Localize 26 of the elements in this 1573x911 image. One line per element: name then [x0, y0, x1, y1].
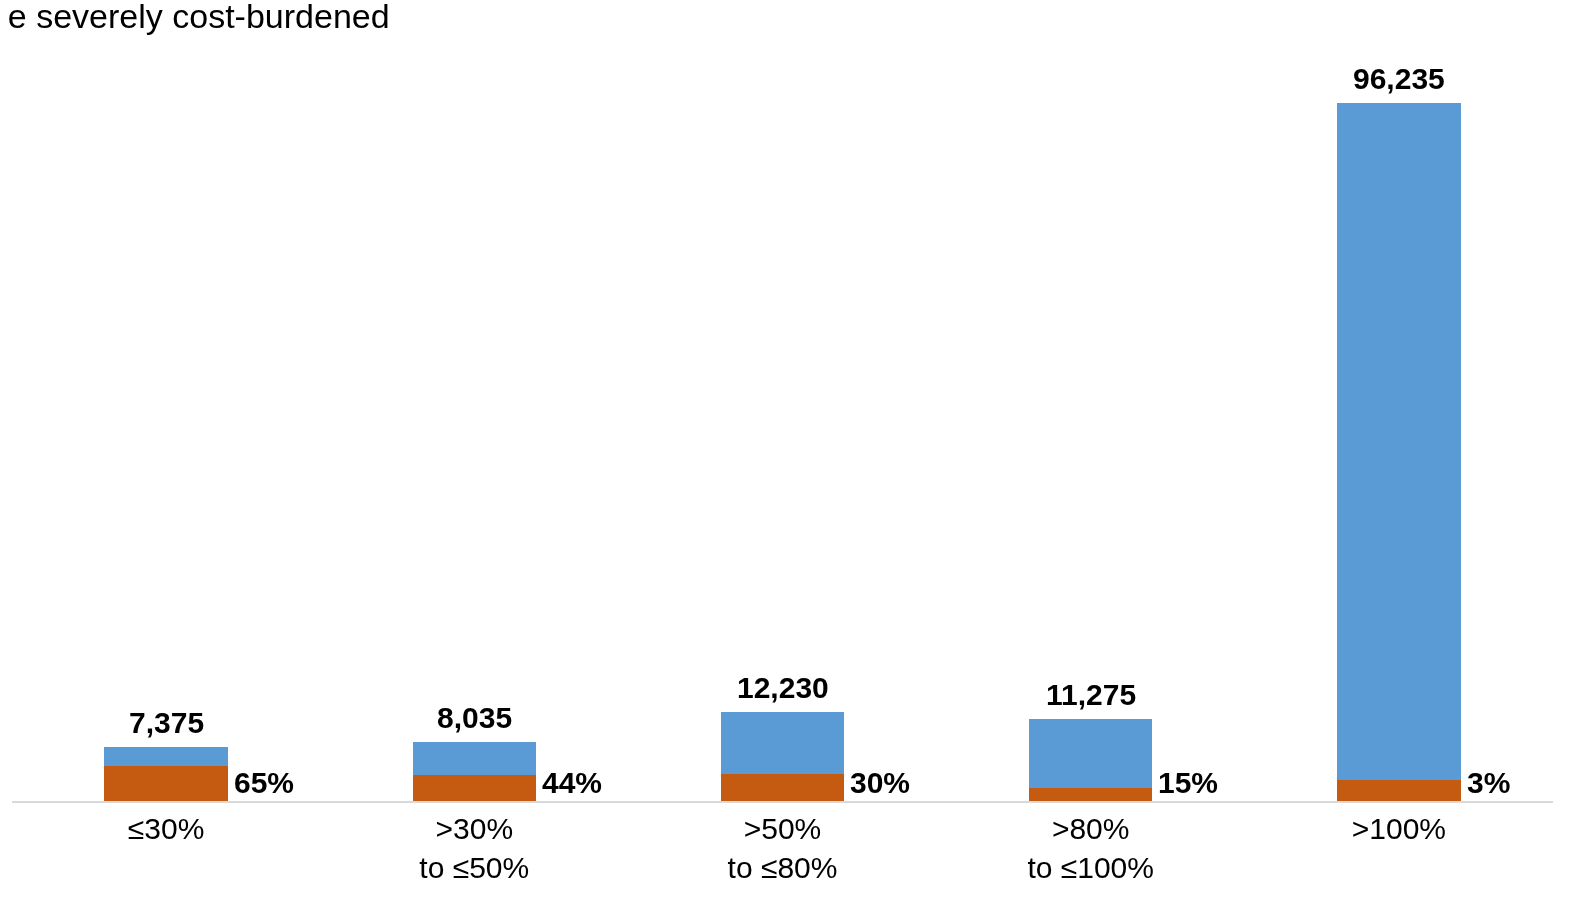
text: 96,235: [1353, 62, 1445, 95]
chart-title: e severely cost-burdened: [7, 0, 390, 36]
bar: [412, 742, 536, 776]
annotation: 8,035: [437, 701, 513, 734]
x-tick-label: >80% to ≤100%: [1027, 812, 1154, 884]
annotation: 7,375: [129, 706, 205, 739]
bar: [720, 774, 845, 801]
annotation: 15%: [1158, 766, 1219, 799]
bar: [104, 747, 228, 767]
x-tick-label: >100%: [1351, 812, 1447, 845]
bar: [1029, 718, 1153, 789]
bar: [720, 712, 845, 775]
annotation: 11,275: [1046, 678, 1137, 711]
bar: [412, 775, 536, 801]
bar: [1337, 103, 1461, 781]
annotation: 12,230: [737, 671, 829, 704]
annotation: 3%: [1467, 766, 1511, 799]
bar: [1337, 780, 1461, 801]
annotation: 65%: [234, 766, 295, 799]
x-tick-label: >50% to ≤80%: [727, 812, 838, 884]
annotation: 30%: [850, 766, 911, 799]
bar: [1029, 788, 1153, 801]
x-tick-label: >30% to ≤50%: [419, 812, 530, 884]
x-tick-label: ≤30%: [127, 812, 205, 845]
bar: [104, 766, 228, 801]
annotation: 44%: [542, 766, 603, 799]
